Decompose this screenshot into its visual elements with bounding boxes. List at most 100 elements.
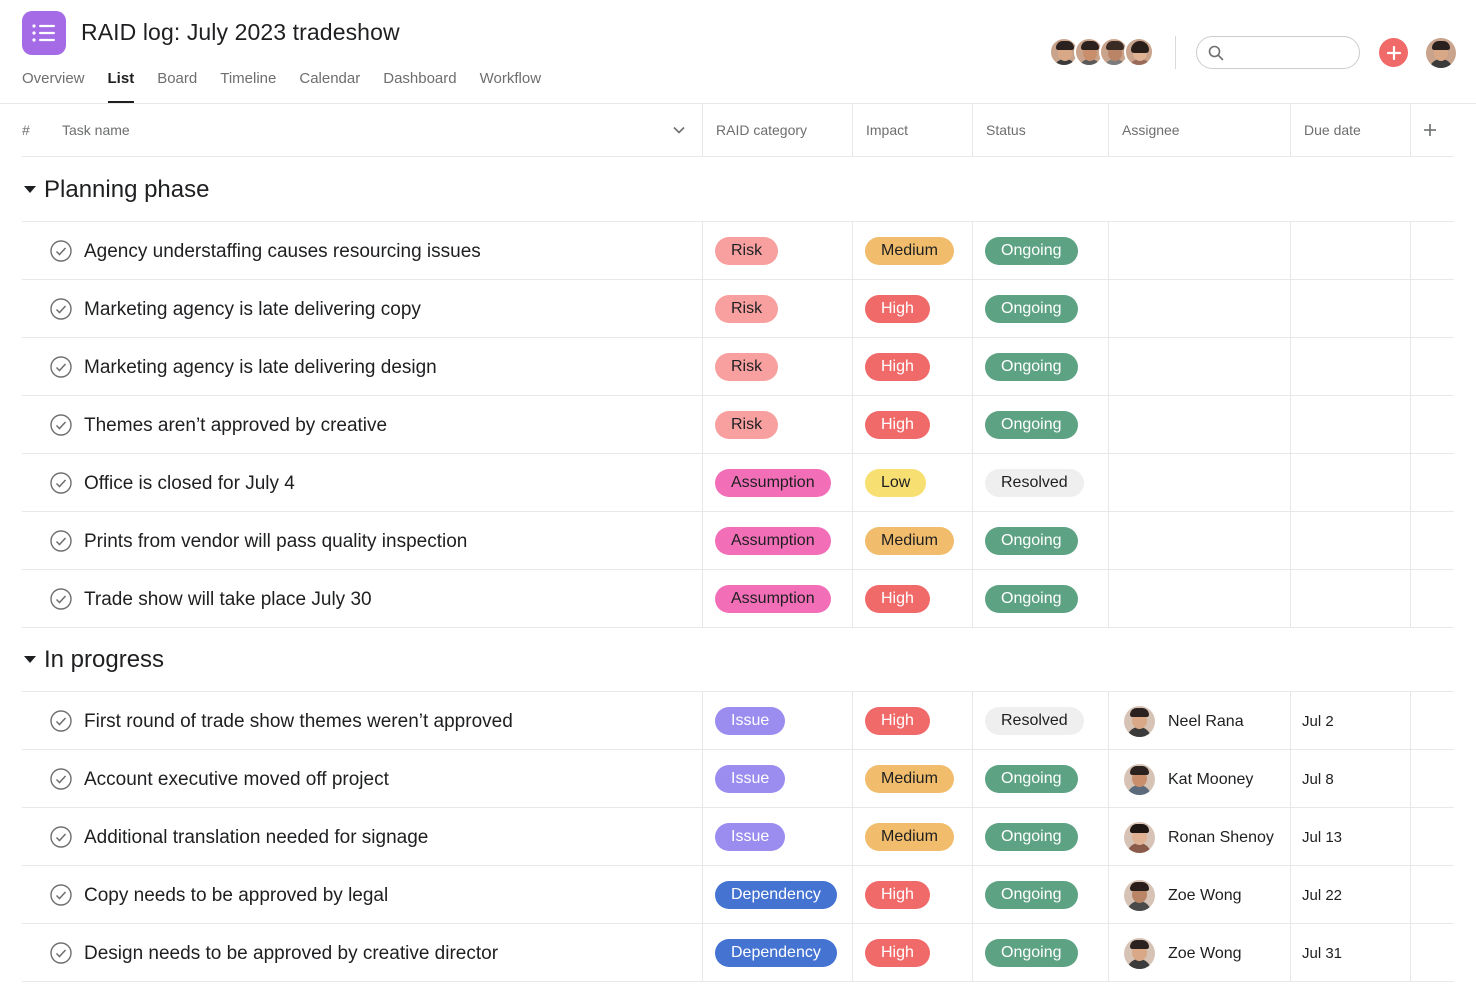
due-date[interactable]: Jul 8 bbox=[1302, 771, 1334, 788]
status-pill[interactable]: Ongoing bbox=[985, 939, 1078, 967]
due-date[interactable]: Jul 13 bbox=[1302, 829, 1343, 846]
impact-pill[interactable]: Low bbox=[865, 469, 927, 497]
assignee-cell[interactable]: Zoe Wong bbox=[1124, 880, 1242, 911]
status-pill[interactable]: Ongoing bbox=[985, 585, 1078, 613]
assignee-cell[interactable]: Zoe Wong bbox=[1124, 938, 1242, 969]
table-row[interactable]: First round of trade show themes weren’t… bbox=[22, 692, 1454, 750]
complete-check-icon[interactable] bbox=[50, 826, 72, 848]
section-title[interactable]: In progress bbox=[44, 646, 165, 673]
task-name[interactable]: Additional translation needed for signag… bbox=[84, 827, 429, 848]
add-column-plus-icon[interactable] bbox=[1423, 123, 1437, 137]
table-row[interactable]: Prints from vendor will pass quality ins… bbox=[22, 512, 1454, 570]
impact-pill[interactable]: High bbox=[865, 707, 930, 735]
raid-category-pill[interactable]: Assumption bbox=[715, 527, 831, 555]
status-pill[interactable]: Resolved bbox=[985, 469, 1084, 497]
assignee-cell[interactable]: Ronan Shenoy bbox=[1124, 822, 1274, 853]
table-row[interactable]: Themes aren’t approved by creative Risk Hi… bbox=[22, 396, 1454, 454]
status-pill[interactable]: Ongoing bbox=[985, 411, 1078, 439]
tab-calendar[interactable]: Calendar bbox=[299, 70, 361, 87]
raid-category-pill[interactable]: Dependency bbox=[715, 939, 837, 967]
impact-pill[interactable]: High bbox=[865, 881, 930, 909]
impact-pill[interactable]: Medium bbox=[865, 823, 954, 851]
section-title[interactable]: Planning phase bbox=[44, 176, 210, 203]
task-name[interactable]: Themes aren’t approved by creative bbox=[84, 415, 388, 436]
column-impact[interactable]: Impact bbox=[866, 122, 909, 138]
due-date[interactable]: Jul 2 bbox=[1302, 713, 1334, 730]
raid-category-pill[interactable]: Assumption bbox=[715, 469, 831, 497]
complete-check-icon[interactable] bbox=[50, 414, 72, 436]
tab-overview[interactable]: Overview bbox=[22, 70, 85, 87]
list-project-icon[interactable] bbox=[22, 11, 66, 55]
column-due-date[interactable]: Due date bbox=[1304, 122, 1361, 138]
task-name[interactable]: First round of trade show themes weren’t… bbox=[84, 711, 513, 732]
member-avatar[interactable] bbox=[1124, 37, 1154, 67]
tab-timeline[interactable]: Timeline bbox=[220, 70, 277, 87]
current-user-avatar[interactable] bbox=[1426, 38, 1456, 68]
raid-category-pill[interactable]: Risk bbox=[715, 411, 779, 439]
impact-pill[interactable]: High bbox=[865, 353, 930, 381]
complete-check-icon[interactable] bbox=[50, 884, 72, 906]
due-date[interactable]: Jul 31 bbox=[1302, 945, 1343, 962]
complete-check-icon[interactable] bbox=[50, 710, 72, 732]
raid-category-pill[interactable]: Risk bbox=[715, 353, 779, 381]
project-members[interactable] bbox=[1049, 37, 1154, 68]
impact-pill[interactable]: Medium bbox=[865, 237, 954, 265]
table-row[interactable]: Agency understaffing causes resourcing i… bbox=[22, 222, 1454, 280]
status-pill[interactable]: Ongoing bbox=[985, 881, 1078, 909]
impact-pill[interactable]: Medium bbox=[865, 765, 954, 793]
table-row[interactable]: Marketing agency is late delivering copy… bbox=[22, 280, 1454, 338]
task-name[interactable]: Account executive moved off project bbox=[84, 769, 389, 790]
status-pill[interactable]: Ongoing bbox=[985, 527, 1078, 555]
complete-check-icon[interactable] bbox=[50, 356, 72, 378]
raid-category-pill[interactable]: Issue bbox=[715, 765, 786, 793]
column-task-name[interactable]: Task name bbox=[62, 122, 130, 138]
raid-category-pill[interactable]: Dependency bbox=[715, 881, 837, 909]
search-box[interactable] bbox=[1196, 36, 1360, 69]
impact-pill[interactable]: Medium bbox=[865, 527, 954, 555]
tab-dashboard[interactable]: Dashboard bbox=[383, 70, 457, 87]
search-input[interactable] bbox=[1231, 43, 1351, 63]
complete-check-icon[interactable] bbox=[50, 472, 72, 494]
caret-down-icon[interactable] bbox=[24, 656, 36, 664]
task-name[interactable]: Trade show will take place July 30 bbox=[84, 589, 372, 610]
table-row[interactable]: Additional translation needed for signag… bbox=[22, 808, 1454, 866]
task-name[interactable]: Marketing agency is late delivering desi… bbox=[84, 357, 437, 378]
status-pill[interactable]: Ongoing bbox=[985, 237, 1078, 265]
task-name[interactable]: Copy needs to be approved by legal bbox=[84, 885, 389, 906]
complete-check-icon[interactable] bbox=[50, 240, 72, 262]
impact-pill[interactable]: High bbox=[865, 585, 930, 613]
table-row[interactable]: Account executive moved off project Issue… bbox=[22, 750, 1454, 808]
task-name[interactable]: Design needs to be approved by creative … bbox=[84, 943, 499, 964]
caret-down-icon[interactable] bbox=[24, 186, 36, 194]
table-row[interactable]: Copy needs to be approved by legal Depend… bbox=[22, 866, 1454, 924]
raid-category-pill[interactable]: Issue bbox=[715, 707, 786, 735]
tab-list[interactable]: List bbox=[107, 70, 134, 104]
add-button[interactable] bbox=[1379, 38, 1408, 67]
raid-category-pill[interactable]: Risk bbox=[715, 295, 779, 323]
raid-category-pill[interactable]: Issue bbox=[715, 823, 786, 851]
status-pill[interactable]: Ongoing bbox=[985, 295, 1078, 323]
column-assignee[interactable]: Assignee bbox=[1122, 122, 1180, 138]
raid-category-pill[interactable]: Risk bbox=[715, 237, 779, 265]
column-raid-category[interactable]: RAID category bbox=[716, 122, 808, 138]
table-row[interactable]: Marketing agency is late delivering desi… bbox=[22, 338, 1454, 396]
assignee-cell[interactable]: Neel Rana bbox=[1124, 706, 1244, 737]
tab-workflow[interactable]: Workflow bbox=[479, 70, 542, 87]
task-name[interactable]: Prints from vendor will pass quality ins… bbox=[84, 531, 468, 552]
status-pill[interactable]: Ongoing bbox=[985, 765, 1078, 793]
raid-category-pill[interactable]: Assumption bbox=[715, 585, 831, 613]
due-date[interactable]: Jul 22 bbox=[1302, 887, 1343, 904]
impact-pill[interactable]: High bbox=[865, 411, 930, 439]
complete-check-icon[interactable] bbox=[50, 298, 72, 320]
project-title[interactable]: RAID log: July 2023 tradeshow bbox=[81, 19, 400, 45]
task-name[interactable]: Marketing agency is late delivering copy bbox=[84, 299, 421, 320]
complete-check-icon[interactable] bbox=[50, 768, 72, 790]
complete-check-icon[interactable] bbox=[50, 530, 72, 552]
table-row[interactable]: Office is closed for July 4 Assumption Low… bbox=[22, 454, 1454, 512]
column-status[interactable]: Status bbox=[986, 122, 1026, 138]
status-pill[interactable]: Ongoing bbox=[985, 353, 1078, 381]
complete-check-icon[interactable] bbox=[50, 588, 72, 610]
impact-pill[interactable]: High bbox=[865, 295, 930, 323]
member-avatar[interactable] bbox=[1099, 37, 1129, 67]
status-pill[interactable]: Resolved bbox=[985, 707, 1084, 735]
